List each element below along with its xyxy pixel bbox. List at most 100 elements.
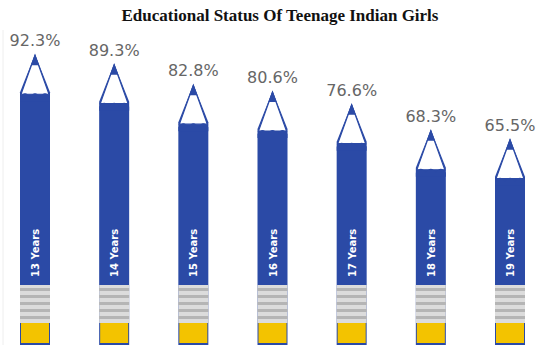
ferrule-stripe <box>258 295 288 298</box>
ferrule-stripe <box>178 309 208 312</box>
bar <box>258 91 288 345</box>
pencil-ferrule <box>178 285 208 323</box>
ferrule-stripe <box>99 302 129 305</box>
pencil-scallop <box>258 130 288 138</box>
ferrule-stripe <box>337 302 367 305</box>
category-label: 15 Years <box>188 229 199 277</box>
ferrule-stripe <box>178 316 208 319</box>
pencil <box>416 130 446 345</box>
pencil-cone <box>496 140 524 179</box>
pencil-ferrule <box>20 285 50 323</box>
data-label: 65.5% <box>485 116 536 135</box>
chart-svg: Educational Status Of Teenage Indian Gir… <box>0 0 560 364</box>
pencil-tip <box>348 104 356 115</box>
pencil-eraser <box>259 323 287 343</box>
data-label: 92.3% <box>10 31 61 50</box>
pencil-scallop <box>416 169 446 177</box>
pencil-tip <box>427 130 435 141</box>
pencil-cone <box>417 131 445 170</box>
pencil-eraser <box>496 323 524 343</box>
ferrule-stripe <box>416 288 446 291</box>
pencil <box>258 91 288 345</box>
ferrule-stripe <box>99 295 129 298</box>
pencil-tip <box>110 64 118 75</box>
pencil-cone <box>179 85 207 124</box>
ferrule-stripe <box>178 295 208 298</box>
pencil-ferrule <box>495 285 525 323</box>
ferrule-stripe <box>20 288 50 291</box>
pencil <box>178 84 208 345</box>
ferrule-stripe <box>258 316 288 319</box>
pencil-tip <box>189 84 197 95</box>
ferrule-stripe <box>416 295 446 298</box>
pencil-scallop <box>20 93 50 101</box>
ferrule-stripe <box>495 288 525 291</box>
pencil-tip <box>31 54 39 65</box>
category-label: 17 Years <box>347 229 358 277</box>
pencil-eraser <box>417 323 445 343</box>
ferrule-stripe <box>337 309 367 312</box>
ferrule-stripe <box>178 302 208 305</box>
pencil <box>20 54 50 345</box>
pencil <box>99 64 129 345</box>
ferrule-stripe <box>416 316 446 319</box>
bar <box>99 64 129 345</box>
ferrule-stripe <box>99 309 129 312</box>
chart-title: Educational Status Of Teenage Indian Gir… <box>122 6 439 25</box>
pencil-eraser <box>100 323 128 343</box>
pencil-scallop <box>337 143 367 151</box>
data-label: 89.3% <box>89 41 140 60</box>
pencil-scallop <box>178 123 208 131</box>
ferrule-stripe <box>20 316 50 319</box>
labels: 13 Years 92.3% 14 Years 89.3% 15 Years 82.8% 1… <box>10 31 536 277</box>
ferrule-stripe <box>99 316 129 319</box>
ferrule-stripe <box>337 288 367 291</box>
ferrule-stripe <box>416 309 446 312</box>
chart-root: Educational Status Of Teenage Indian Gir… <box>0 0 560 364</box>
pencil-tip <box>269 91 277 102</box>
ferrule-stripe <box>495 302 525 305</box>
ferrule-stripe <box>495 316 525 319</box>
pencil <box>495 139 525 345</box>
value-axis-line <box>3 30 4 345</box>
pencil-scallop <box>99 103 129 111</box>
pencil-cone <box>21 55 49 94</box>
data-label: 82.8% <box>168 61 219 80</box>
bar <box>178 84 208 345</box>
category-label: 13 Years <box>30 229 41 277</box>
pencil-eraser <box>179 323 207 343</box>
pencil-ferrule <box>337 285 367 323</box>
ferrule-stripe <box>495 295 525 298</box>
bar <box>337 104 367 345</box>
pencil <box>337 104 367 345</box>
bar <box>20 54 50 345</box>
category-label: 19 Years <box>505 229 516 277</box>
pencil-ferrule <box>416 285 446 323</box>
ferrule-stripe <box>337 316 367 319</box>
ferrule-stripe <box>20 309 50 312</box>
ferrule-stripe <box>337 295 367 298</box>
ferrule-stripe <box>20 302 50 305</box>
data-label: 68.3% <box>405 107 456 126</box>
pencil-eraser <box>338 323 366 343</box>
bar <box>416 130 446 345</box>
pencil-scallop <box>495 178 525 186</box>
data-label: 76.6% <box>326 81 377 100</box>
ferrule-stripe <box>20 295 50 298</box>
pencil-ferrule <box>258 285 288 323</box>
ferrule-stripe <box>99 288 129 291</box>
ferrule-stripe <box>416 302 446 305</box>
data-label: 80.6% <box>247 68 298 87</box>
bar <box>495 139 525 345</box>
ferrule-stripe <box>258 302 288 305</box>
pencil-cone <box>100 65 128 104</box>
ferrule-stripe <box>178 288 208 291</box>
pencil-cone <box>259 92 287 131</box>
pencil-ferrule <box>99 285 129 323</box>
category-label: 14 Years <box>109 229 120 277</box>
ferrule-stripe <box>495 309 525 312</box>
category-label: 18 Years <box>426 229 437 277</box>
ferrule-stripe <box>258 309 288 312</box>
pencil-eraser <box>21 323 49 343</box>
pencil-cone <box>338 105 366 144</box>
